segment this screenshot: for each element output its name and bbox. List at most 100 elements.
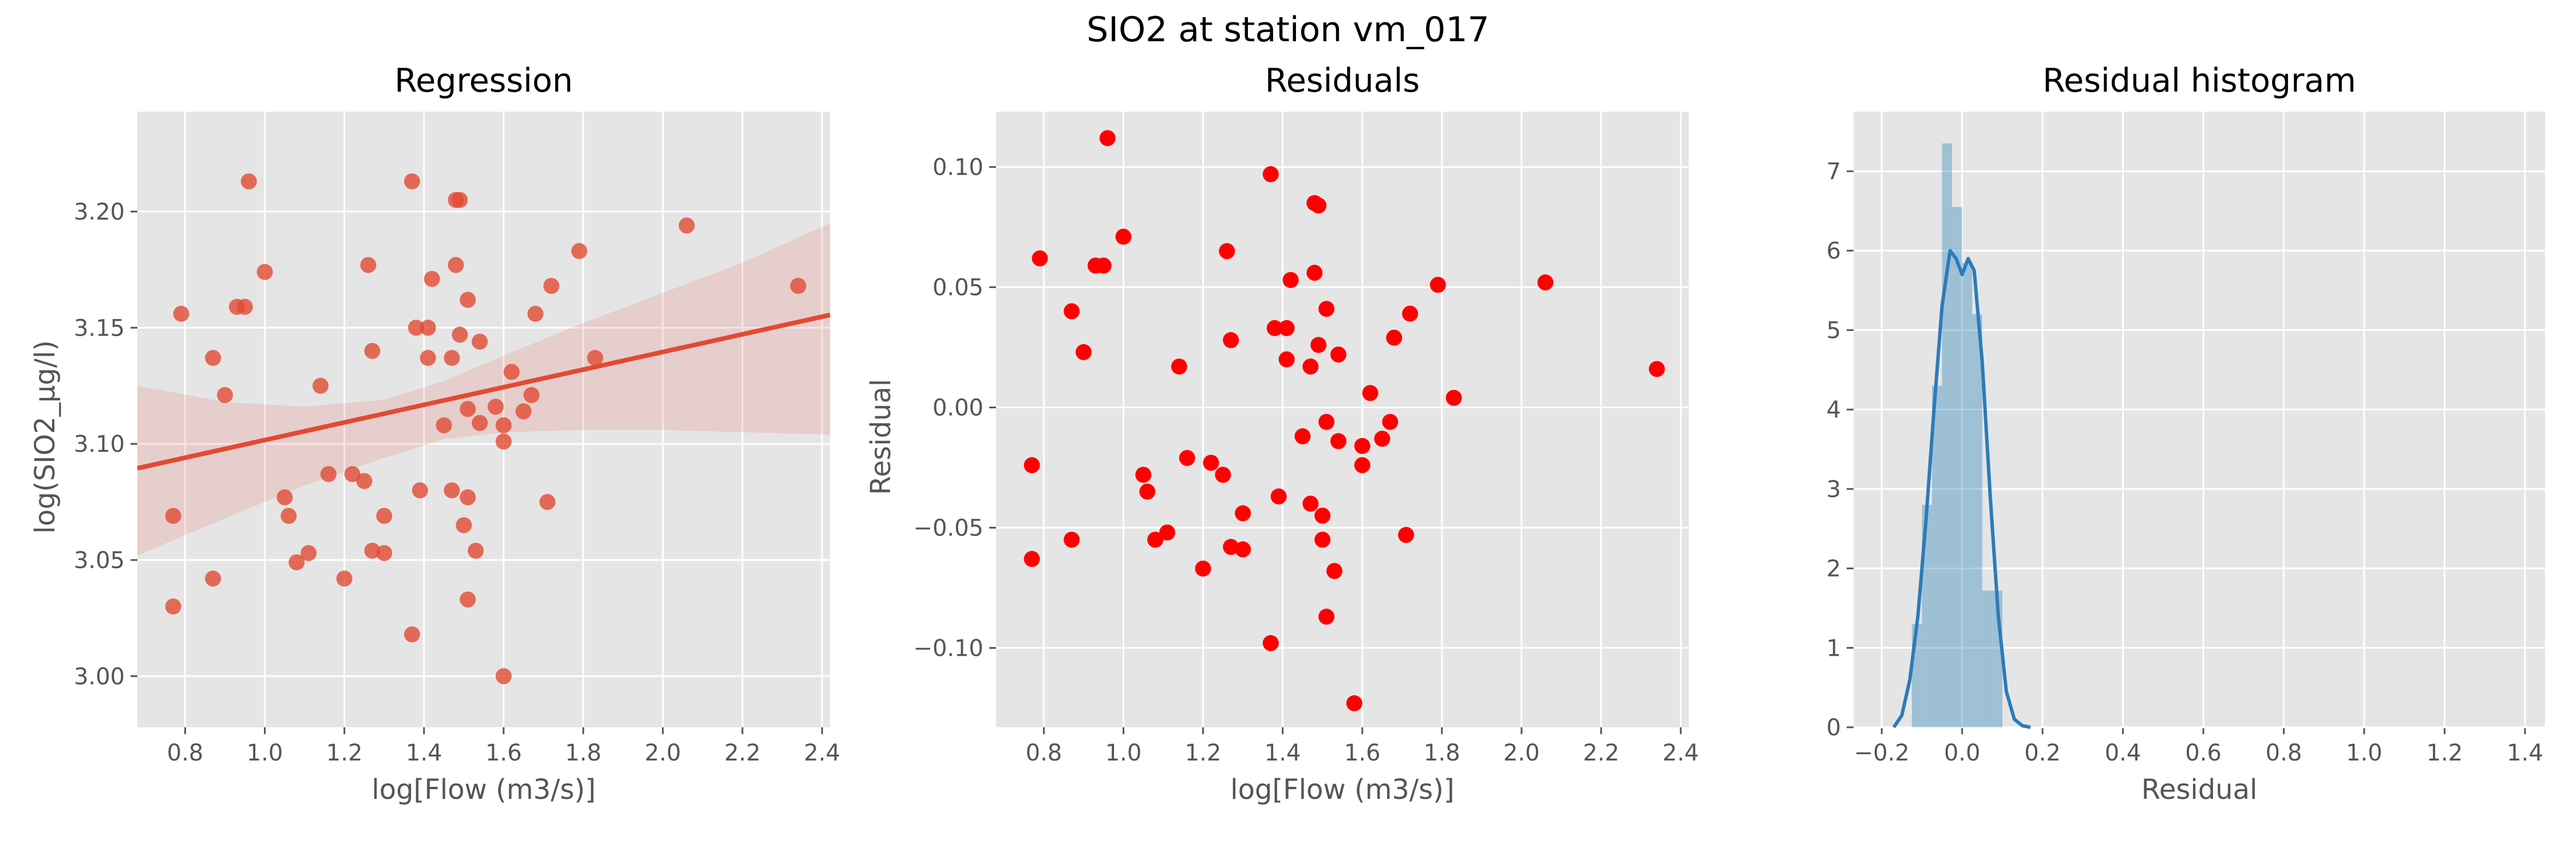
regression-point	[468, 542, 484, 559]
residual-point	[1278, 320, 1295, 336]
regression-point	[240, 173, 257, 190]
x-tick-label: 0.8	[167, 740, 204, 766]
residual-point	[1064, 303, 1080, 320]
regression-point	[364, 542, 381, 559]
x-tick-label: 0.4	[2105, 740, 2142, 766]
residual-point	[1215, 467, 1231, 483]
residual-point	[1386, 329, 1402, 346]
histogram-bar	[1952, 207, 1962, 727]
regression-point	[173, 305, 189, 322]
regression-point	[420, 350, 436, 366]
regression-point	[495, 434, 512, 450]
residuals-ylabel: Residual	[865, 379, 897, 495]
x-tick-label: 1.4	[406, 740, 442, 766]
residual-point	[1382, 413, 1398, 430]
residual-point	[1354, 438, 1370, 454]
x-tick-label: 0.8	[1026, 740, 1062, 766]
regression-point	[320, 466, 337, 482]
residual-point	[1318, 301, 1335, 317]
residual-point	[1235, 541, 1251, 558]
x-tick-label: 1.0	[1105, 740, 1142, 766]
histogram-bar	[1962, 262, 1973, 727]
x-tick-label: 2.0	[1503, 740, 1540, 766]
y-tick-label: 2	[1827, 556, 1841, 582]
y-tick-label: 0.00	[933, 395, 983, 421]
regression-point	[276, 489, 293, 506]
residual-point	[1064, 531, 1080, 548]
regression-point	[460, 591, 476, 608]
y-tick-label: 1	[1827, 635, 1841, 661]
y-tick-label: −0.05	[913, 515, 983, 541]
x-tick-label: 2.4	[804, 740, 840, 766]
residual-point	[1159, 524, 1176, 541]
regression-point	[205, 350, 222, 366]
y-tick-label: 3.20	[74, 199, 125, 225]
residual-point	[1402, 305, 1419, 322]
residual-point	[1099, 130, 1116, 147]
residual-point	[1314, 531, 1331, 548]
plot-area: −0.2 0.0 0.2 0.4 0.6 0.8 1.0 1.2 1.4 0 1 2 3 4 5 6 7	[1827, 112, 2545, 766]
histogram-title: Residual histogram	[2042, 62, 2356, 100]
residual-point	[1235, 505, 1251, 522]
regression-point	[364, 342, 381, 359]
regression-point	[543, 278, 560, 294]
residual-point	[1354, 457, 1370, 474]
residual-point	[1330, 433, 1347, 450]
regression-point	[472, 333, 488, 350]
y-tick-label: 5	[1827, 317, 1841, 344]
residual-point	[1171, 358, 1187, 375]
residual-point	[1326, 563, 1343, 580]
residual-point	[1398, 527, 1415, 543]
histogram-panel: −0.2 0.0 0.2 0.4 0.6 0.8 1.0 1.2 1.4 0 1 2 3 4 5 6 7 Res…	[1827, 62, 2545, 806]
y-tick-label: 3	[1827, 476, 1841, 503]
regression-point	[495, 417, 512, 434]
plot-area: 0.8 1.0 1.2 1.4 1.6 1.8 2.0 2.2 2.4 3.00 3.05 3.10 3…	[74, 112, 840, 766]
x-tick-label: 1.0	[2346, 740, 2383, 766]
residual-point	[1135, 467, 1152, 483]
regression-point	[587, 350, 603, 366]
residual-point	[1346, 695, 1362, 712]
regression-point	[495, 668, 512, 684]
residual-point	[1147, 531, 1164, 548]
x-tick-label: 1.4	[2507, 740, 2543, 766]
regression-point	[515, 403, 532, 420]
residuals-panel: 0.8 1.0 1.2 1.4 1.6 1.8 2.0 2.2 2.4 −0.10 −0.05 0.0…	[865, 62, 1699, 806]
residual-point	[1318, 608, 1335, 625]
regression-point	[356, 473, 373, 489]
axes-background	[1854, 112, 2545, 727]
regression-point	[523, 387, 540, 403]
regression-point	[165, 598, 181, 615]
regression-panel: 0.8 1.0 1.2 1.4 1.6 1.8 2.0 2.2 2.4 3.00 3.05 3.10 3…	[29, 62, 840, 806]
axes-background	[996, 112, 1689, 727]
residual-point	[1310, 197, 1327, 214]
residual-point	[1024, 457, 1040, 474]
regression-ylabel: log(SIO2_µg/l)	[29, 340, 61, 534]
residual-point	[1219, 243, 1235, 259]
y-tick-label: 0.05	[933, 275, 983, 301]
x-tick-label: 1.0	[247, 740, 283, 766]
regression-point	[280, 507, 297, 524]
regression-point	[539, 494, 556, 510]
x-tick-label: 2.4	[1662, 740, 1699, 766]
residual-point	[1223, 332, 1239, 348]
kde-line	[1892, 249, 2031, 729]
x-tick-label: 1.2	[2427, 740, 2463, 766]
regression-point	[678, 217, 695, 234]
regression-point	[404, 626, 420, 643]
x-tick-label: 0.2	[2024, 740, 2061, 766]
x-tick-label: 0.8	[2266, 740, 2302, 766]
figure-title: SIO2 at station vm_017	[1086, 10, 1490, 50]
histogram-xlabel: Residual	[2142, 774, 2258, 806]
x-tick-label: 0.6	[2185, 740, 2222, 766]
regression-point	[301, 545, 317, 561]
residual-point	[1270, 488, 1287, 505]
regression-point	[256, 263, 273, 280]
regression-point	[487, 399, 504, 415]
regression-line	[137, 313, 831, 471]
regression-point	[336, 570, 353, 587]
residuals-title: Residuals	[1265, 62, 1420, 100]
regression-point	[424, 271, 440, 287]
residual-point	[1330, 346, 1347, 363]
y-tick-label: 6	[1827, 238, 1841, 265]
